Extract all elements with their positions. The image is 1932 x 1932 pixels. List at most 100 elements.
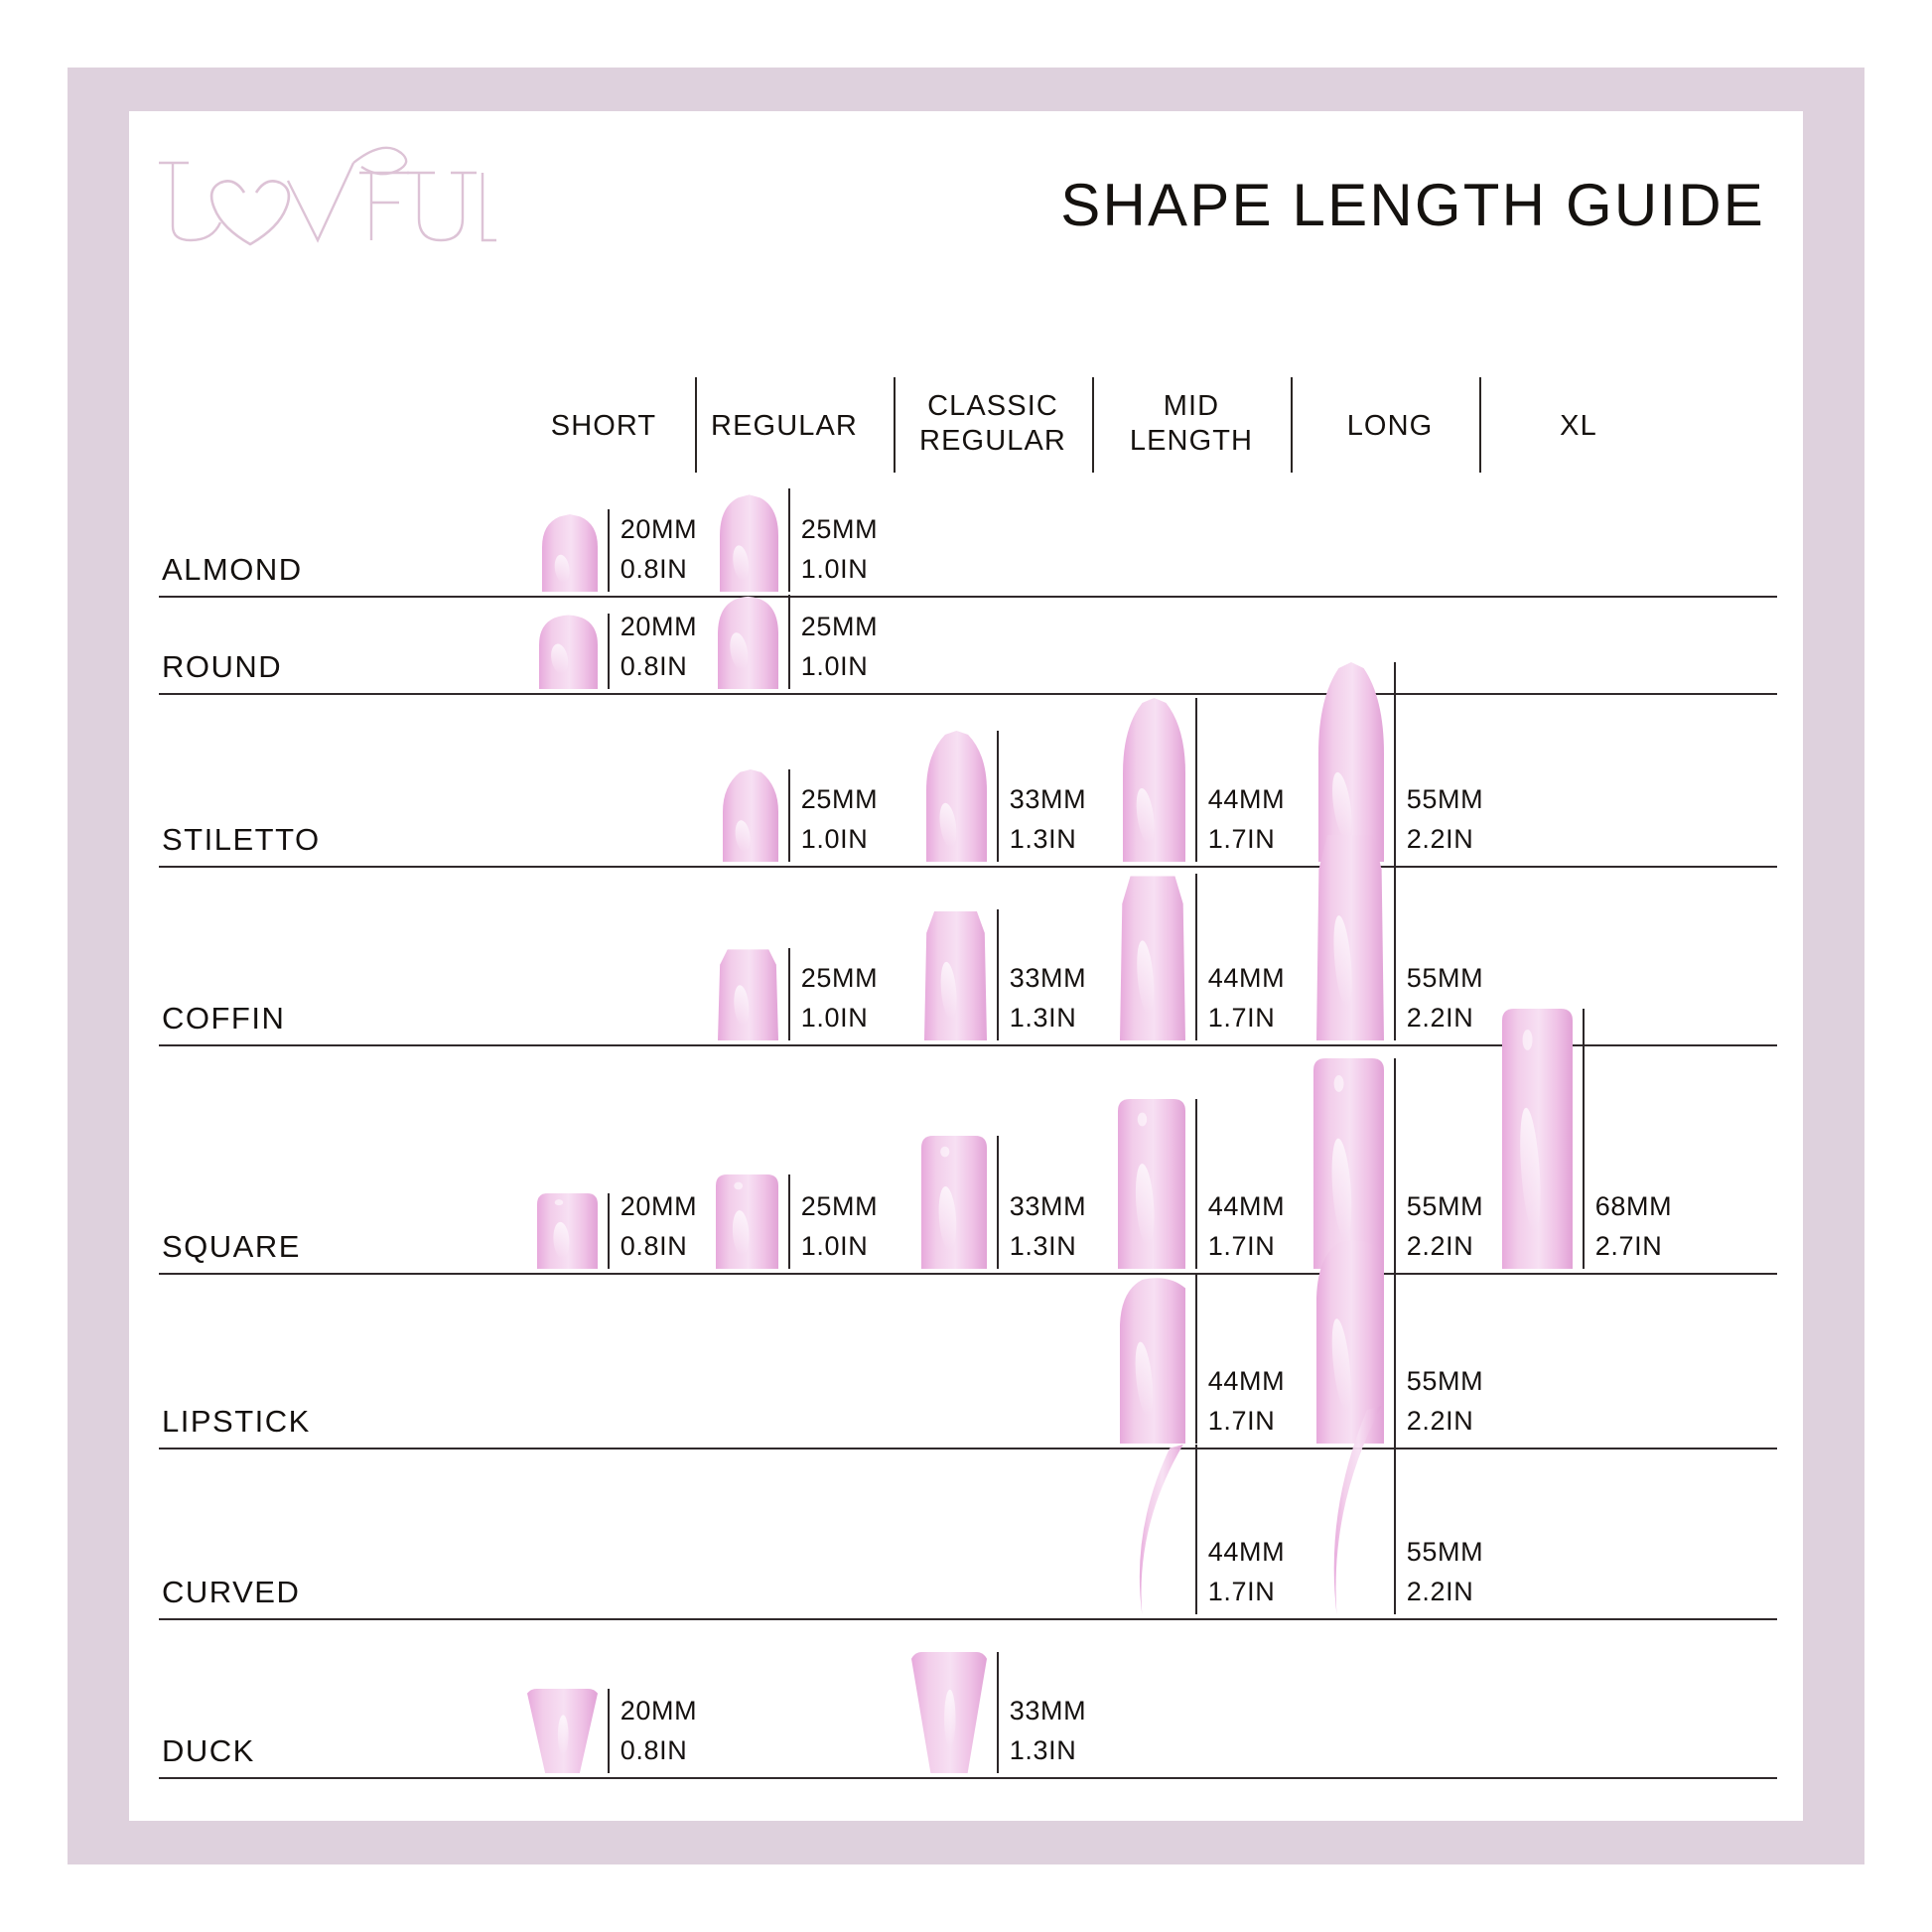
row-label-stiletto[interactable]: STILETTO [162, 822, 321, 857]
measurement-mm: 33MM [1009, 963, 1087, 994]
measurement-inch: 0.8IN [620, 554, 688, 585]
column-header-classic_regular[interactable]: CLASSIC REGULAR [894, 377, 1092, 473]
nail-cell-square-regular[interactable] [715, 1173, 778, 1269]
column-header-line: LONG [1346, 410, 1434, 442]
nail-cell-square-classic_regular[interactable] [921, 1135, 988, 1269]
measurement-inch: 0.8IN [620, 651, 688, 682]
measurement-tick [608, 614, 610, 689]
measurement-coffin-mid_length: 44MM 1.7IN [1195, 873, 1285, 1040]
nail-shape-lipstick-icon [1120, 1274, 1186, 1444]
row-divider-duck [159, 1777, 1777, 1779]
measurement-tick [1583, 1008, 1585, 1269]
measurement-tick [608, 1193, 610, 1269]
measurement-values: 44MM 1.7IN [1197, 874, 1285, 1040]
measurement-round-short: 20MM 0.8IN [608, 612, 697, 689]
measurement-mm: 68MM [1594, 1191, 1673, 1222]
column-header-regular[interactable]: REGULAR [685, 377, 884, 473]
nail-cell-square-mid_length[interactable] [1117, 1098, 1185, 1269]
row-label-lipstick[interactable]: LIPSTICK [162, 1404, 311, 1439]
column-header-long[interactable]: LONG [1291, 377, 1489, 473]
nail-cell-round-short[interactable] [539, 614, 599, 689]
nail-shape-square-icon [537, 1192, 598, 1269]
nail-cell-almond-regular[interactable] [720, 488, 779, 592]
nail-shape-duck-icon [527, 1688, 599, 1773]
nail-cell-curved-mid_length[interactable] [1130, 1444, 1185, 1614]
nail-cell-lipstick-mid_length[interactable] [1120, 1274, 1186, 1444]
nail-cell-curved-long[interactable] [1323, 1405, 1384, 1614]
measurement-inch: 1.0IN [800, 554, 869, 585]
measurement-tick [1394, 832, 1396, 1040]
row-label-coffin[interactable]: COFFIN [162, 1001, 286, 1035]
nail-cell-coffin-long[interactable] [1315, 832, 1384, 1040]
measurement-values: 25MM 1.0IN [790, 769, 878, 862]
nail-cell-lipstick-long[interactable] [1315, 1235, 1384, 1444]
column-header-line: CLASSIC [927, 390, 1058, 422]
measurement-values: 33MM 1.3IN [999, 731, 1086, 862]
measurement-values: 44MM 1.7IN [1197, 1099, 1285, 1269]
nail-cell-coffin-classic_regular[interactable] [923, 909, 987, 1040]
measurement-lipstick-mid_length: 44MM 1.7IN [1195, 1274, 1285, 1444]
nail-shape-square-icon [1502, 1008, 1574, 1269]
measurement-duck-classic_regular: 33MM 1.3IN [997, 1652, 1086, 1773]
column-header-short[interactable]: SHORT [504, 377, 703, 473]
measurement-mm: 55MM [1406, 1191, 1484, 1222]
measurement-inch: 1.3IN [1009, 1003, 1077, 1034]
measurement-stiletto-long: 55MM 2.2IN [1394, 661, 1483, 862]
nail-cell-stiletto-regular[interactable] [722, 768, 778, 862]
nail-cell-stiletto-long[interactable] [1318, 661, 1385, 862]
measurement-mm: 55MM [1406, 1537, 1484, 1568]
measurement-almond-short: 20MM 0.8IN [608, 509, 697, 592]
nail-cell-stiletto-mid_length[interactable] [1122, 697, 1185, 862]
row-divider-coffin [159, 1044, 1777, 1046]
nail-cell-round-regular[interactable] [718, 595, 778, 689]
measurement-values: 44MM 1.7IN [1197, 1274, 1285, 1444]
row-label-square[interactable]: SQUARE [162, 1229, 301, 1264]
measurement-mm: 25MM [800, 784, 879, 815]
measurement-inch: 1.7IN [1207, 1003, 1276, 1034]
nail-cell-coffin-mid_length[interactable] [1120, 874, 1186, 1040]
nail-cell-coffin-regular[interactable] [718, 948, 778, 1040]
measurement-mm: 33MM [1009, 1696, 1087, 1726]
nail-shape-square-icon [1117, 1098, 1185, 1269]
column-divider-2 [1092, 377, 1094, 473]
measurement-tick [788, 594, 790, 689]
nail-cell-stiletto-classic_regular[interactable] [926, 730, 987, 862]
nail-cell-almond-short[interactable] [541, 509, 598, 592]
nail-shape-coffin-icon [1120, 874, 1186, 1040]
nail-cell-duck-short[interactable] [527, 1688, 599, 1773]
measurement-mm: 20MM [620, 1191, 698, 1222]
measurement-inch: 2.2IN [1406, 1406, 1474, 1437]
measurement-tick [1195, 698, 1197, 862]
row-label-round[interactable]: ROUND [162, 649, 283, 684]
nail-cell-duck-classic_regular[interactable] [911, 1652, 988, 1773]
row-label-curved[interactable]: CURVED [162, 1575, 301, 1609]
measurement-inch: 2.2IN [1406, 1003, 1474, 1034]
nail-shape-curved-icon [1323, 1405, 1384, 1614]
measurement-round-regular: 25MM 1.0IN [788, 594, 878, 689]
brand-logo [149, 145, 496, 254]
row-label-almond[interactable]: ALMOND [162, 552, 303, 587]
measurement-values: 25MM 1.0IN [790, 1174, 878, 1269]
measurement-mm: 25MM [800, 1191, 879, 1222]
measurement-tick [1394, 661, 1396, 862]
nail-cell-square-short[interactable] [537, 1192, 598, 1269]
column-header-xl[interactable]: XL [1479, 377, 1678, 473]
row-label-duck[interactable]: DUCK [162, 1733, 255, 1768]
row-divider-stiletto [159, 866, 1777, 868]
measurement-tick [608, 509, 610, 592]
measurement-mm: 44MM [1207, 1537, 1286, 1568]
column-header-mid_length[interactable]: MID LENGTH [1092, 377, 1291, 473]
measurement-tick [1195, 1445, 1197, 1614]
row-divider-lipstick [159, 1448, 1777, 1449]
column-header-row: SHORT REGULAR CLASSIC REGULAR MID LENGTH LONG X… [541, 377, 1787, 473]
nail-cell-square-long[interactable] [1313, 1057, 1385, 1269]
measurement-values: 25MM 1.0IN [790, 595, 878, 689]
measurement-inch: 2.2IN [1406, 824, 1474, 855]
nail-shape-stiletto-icon [926, 730, 987, 862]
column-header-line: SHORT [550, 410, 657, 442]
measurement-tick [997, 1652, 999, 1773]
nail-cell-square-xl[interactable] [1502, 1008, 1574, 1269]
nail-shape-round-icon [539, 614, 599, 689]
nail-shape-coffin-icon [1315, 832, 1384, 1040]
